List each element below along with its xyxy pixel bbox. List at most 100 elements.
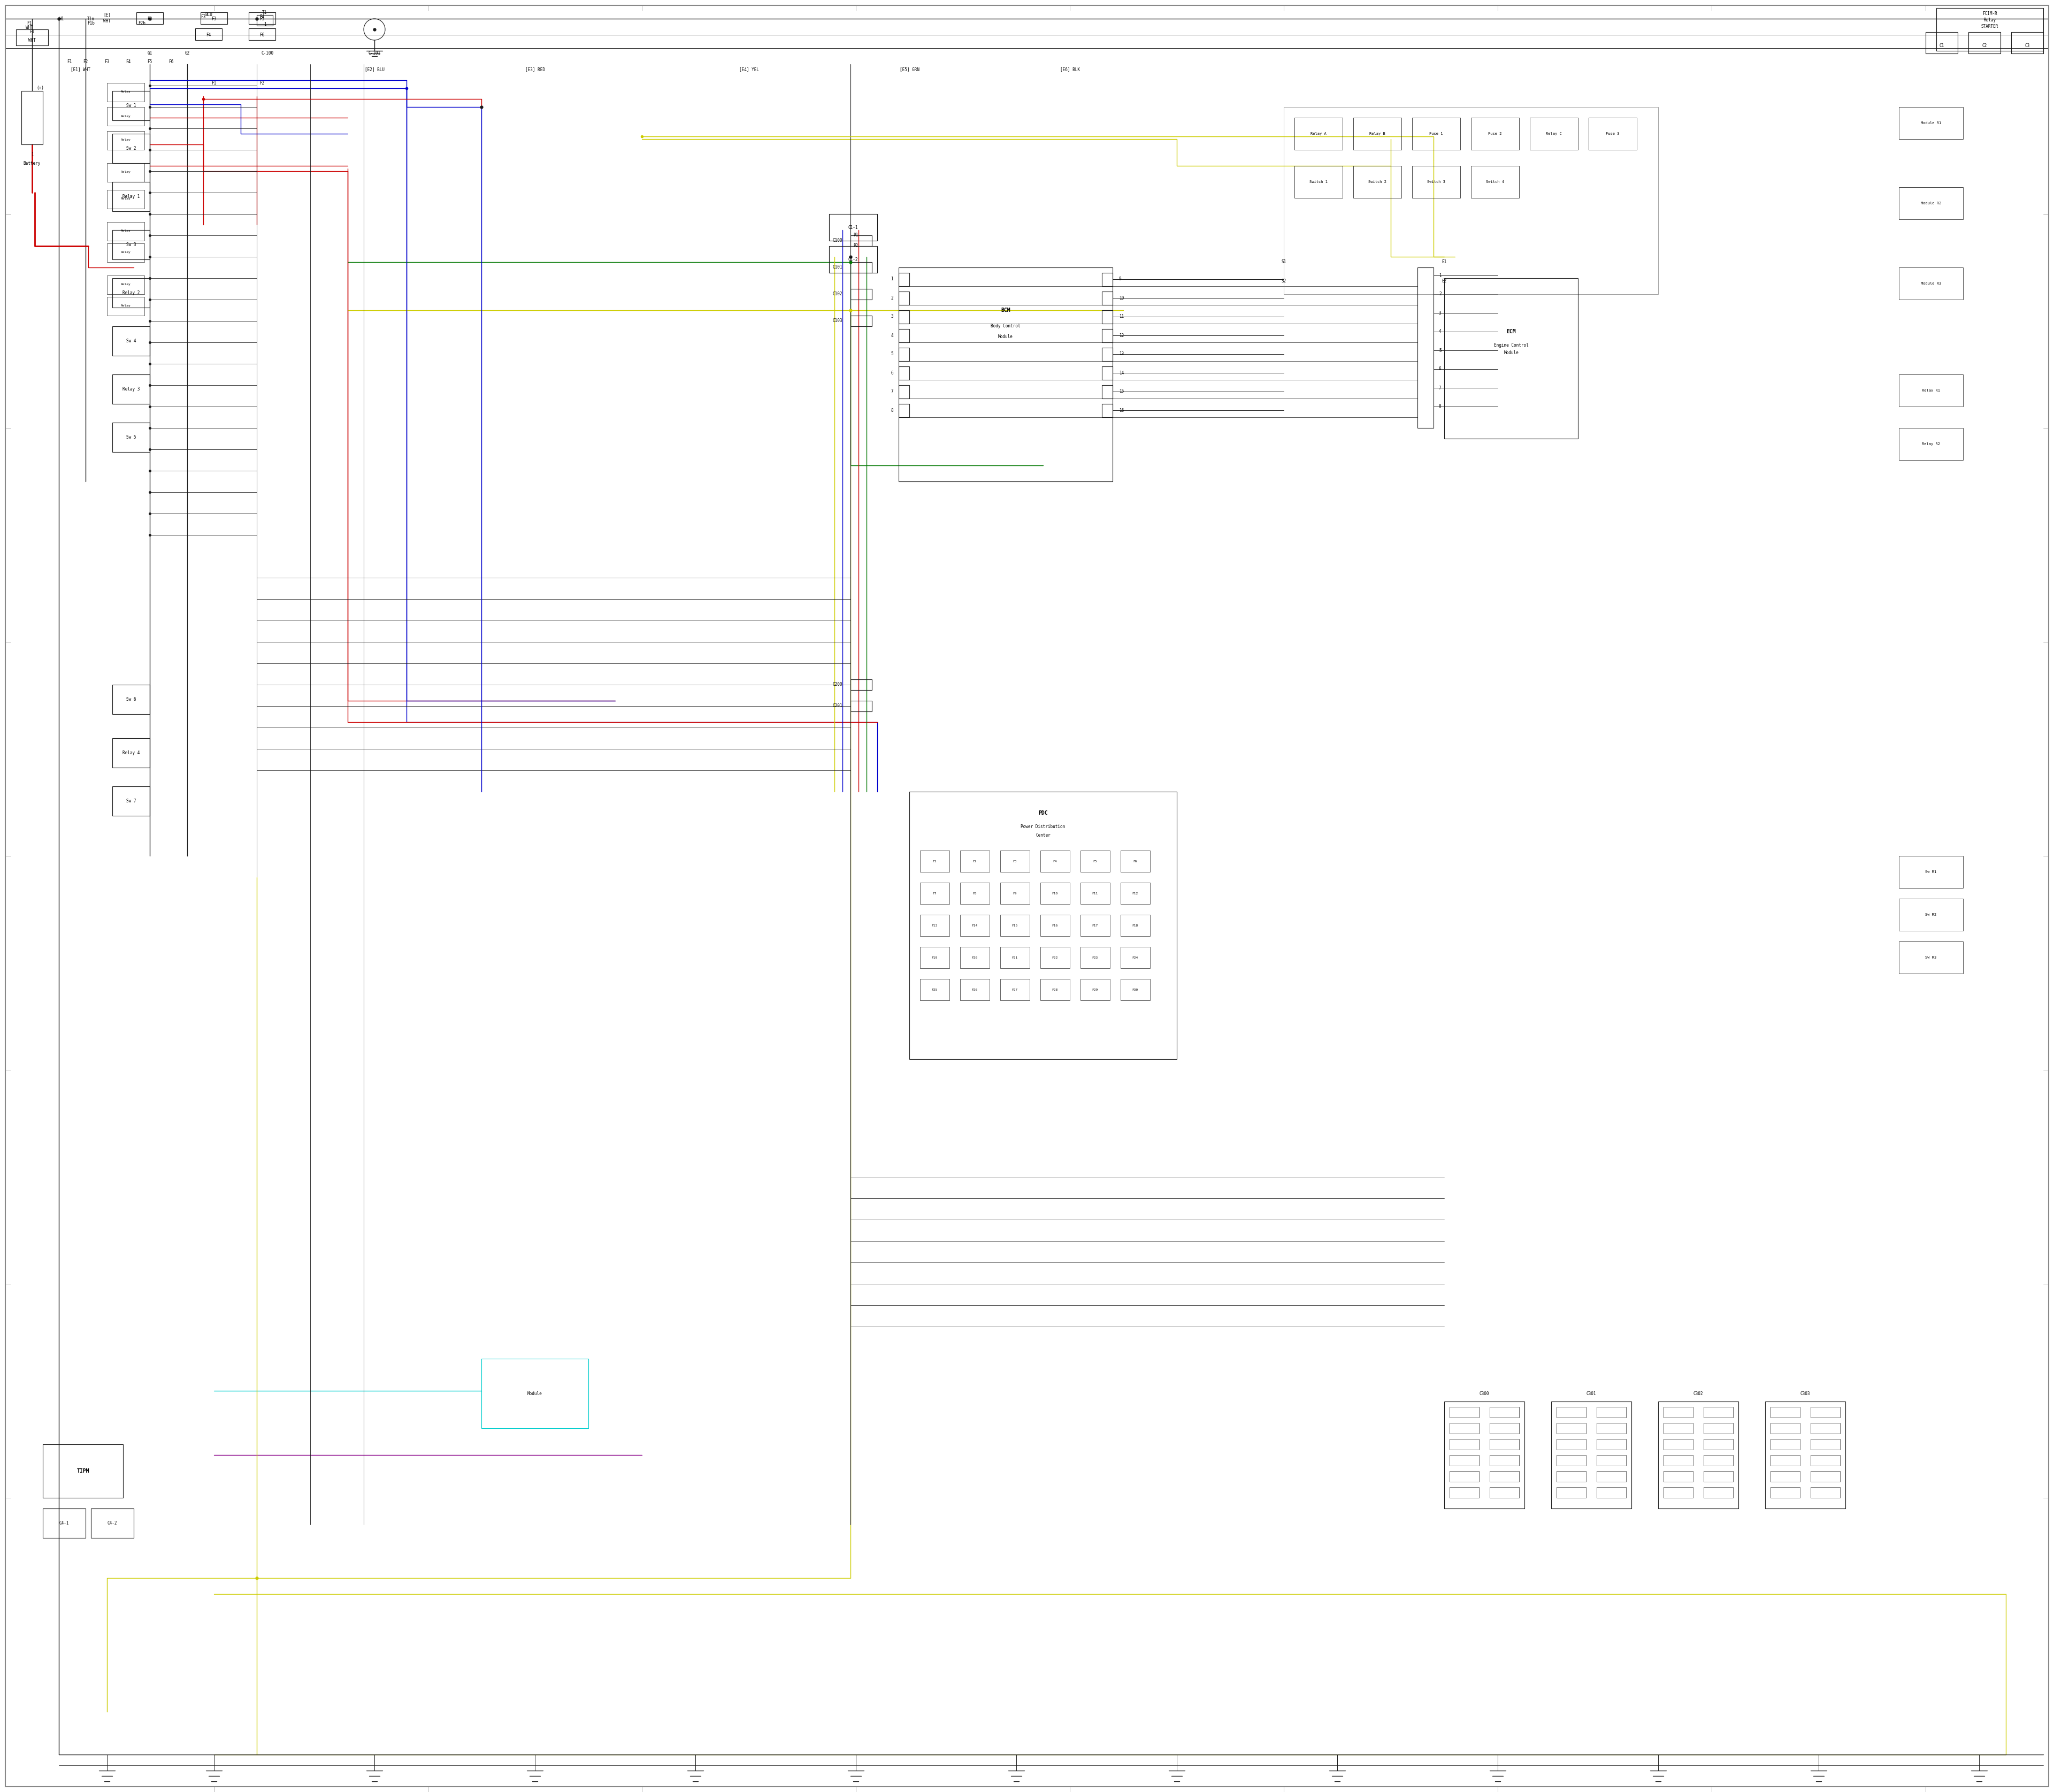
Bar	[1898, 186, 1964, 219]
Bar	[1000, 978, 1029, 1000]
Bar	[1664, 1423, 1692, 1434]
Text: BLU: BLU	[205, 13, 212, 18]
Text: Relay: Relay	[121, 115, 131, 118]
Bar	[1664, 1439, 1692, 1450]
Text: F5: F5	[259, 16, 265, 22]
Bar	[1444, 278, 1577, 439]
Bar	[1101, 403, 1113, 418]
Bar	[1000, 914, 1029, 935]
Bar	[850, 262, 871, 272]
Text: 3: 3	[1440, 310, 1442, 315]
Bar	[920, 851, 949, 873]
Bar	[920, 883, 949, 903]
Bar	[1413, 167, 1460, 197]
Text: [E]: [E]	[103, 13, 111, 18]
Text: C-101: C-101	[368, 52, 380, 56]
Text: C302: C302	[1692, 1391, 1703, 1396]
Text: 2: 2	[891, 296, 893, 301]
Bar	[90, 1509, 134, 1538]
Bar	[1121, 914, 1150, 935]
Bar	[900, 292, 910, 305]
Text: Relay: Relay	[121, 91, 131, 93]
Bar	[21, 91, 43, 145]
Text: F1: F1	[212, 81, 216, 86]
Text: TIPM: TIPM	[76, 1468, 88, 1473]
Text: F4: F4	[1054, 860, 1058, 862]
Text: [E1] WHT: [E1] WHT	[70, 66, 90, 72]
Bar	[1121, 978, 1150, 1000]
Bar	[1489, 1455, 1520, 1466]
Text: C101: C101	[832, 265, 842, 271]
Text: F4: F4	[205, 32, 212, 38]
Text: C1: C1	[1939, 43, 1945, 48]
Text: Sw 4: Sw 4	[125, 339, 136, 342]
Bar	[113, 685, 150, 715]
Text: Relay 1: Relay 1	[123, 194, 140, 199]
Text: P1: P1	[852, 233, 859, 238]
Text: C300: C300	[1479, 1391, 1489, 1396]
Bar	[959, 978, 990, 1000]
Bar	[1121, 883, 1150, 903]
Text: F20: F20	[972, 957, 978, 959]
Text: F29: F29	[1093, 987, 1099, 991]
Text: F9: F9	[1013, 892, 1017, 894]
Bar	[1588, 118, 1637, 151]
Bar	[1664, 1407, 1692, 1417]
Bar	[249, 29, 275, 39]
Bar	[959, 883, 990, 903]
Text: G2: G2	[185, 52, 189, 56]
Text: C103: C103	[832, 319, 842, 323]
Bar	[1294, 167, 1343, 197]
Text: 1: 1	[263, 22, 267, 27]
Text: Relay C: Relay C	[1547, 133, 1561, 136]
Bar	[1000, 851, 1029, 873]
Bar	[1664, 1487, 1692, 1498]
Bar	[959, 946, 990, 968]
Text: 5: 5	[1440, 348, 1442, 353]
Bar	[107, 244, 144, 262]
Bar	[1101, 310, 1113, 324]
Text: 16: 16	[1119, 409, 1124, 412]
Text: Module: Module	[528, 1391, 542, 1396]
Text: Power Distribution: Power Distribution	[1021, 824, 1066, 830]
Text: F2: F2	[148, 16, 152, 22]
Bar	[1101, 330, 1113, 342]
Text: F2: F2	[82, 59, 88, 65]
Text: F4: F4	[259, 14, 265, 20]
Text: WHT: WHT	[29, 38, 35, 43]
Text: 7: 7	[891, 389, 893, 394]
Bar	[1489, 1471, 1520, 1482]
Text: 5: 5	[891, 351, 893, 357]
Text: 4: 4	[1440, 330, 1442, 333]
Text: C301: C301	[1586, 1391, 1596, 1396]
Text: 4: 4	[891, 333, 893, 339]
Text: Sw R2: Sw R2	[1925, 914, 1937, 916]
Text: F30: F30	[1132, 987, 1138, 991]
Text: Switch 4: Switch 4	[1485, 181, 1504, 183]
Text: Relay: Relay	[1984, 18, 1996, 23]
Text: F5: F5	[1093, 860, 1097, 862]
Text: 7: 7	[1440, 385, 1442, 391]
Text: T1n: T1n	[86, 16, 94, 22]
Bar	[1771, 1423, 1799, 1434]
Text: C201: C201	[832, 704, 842, 708]
Bar	[1121, 851, 1150, 873]
Bar	[1489, 1487, 1520, 1498]
Bar	[1417, 267, 1434, 428]
Bar	[113, 326, 150, 357]
Bar	[1101, 348, 1113, 360]
Text: F1: F1	[68, 59, 72, 65]
Bar	[1354, 167, 1401, 197]
Bar	[1658, 1401, 1738, 1509]
Text: F11: F11	[1093, 892, 1099, 894]
Text: 11: 11	[1119, 314, 1124, 319]
Text: BCM: BCM	[1000, 308, 1011, 314]
Text: C2: C2	[1982, 43, 1986, 48]
Bar	[1080, 883, 1109, 903]
Text: Relay: Relay	[121, 197, 131, 201]
Text: 3: 3	[891, 314, 893, 319]
Bar	[1771, 1407, 1799, 1417]
Text: F19: F19	[930, 957, 937, 959]
Bar	[850, 679, 871, 690]
Text: E1: E1	[1442, 260, 1446, 265]
